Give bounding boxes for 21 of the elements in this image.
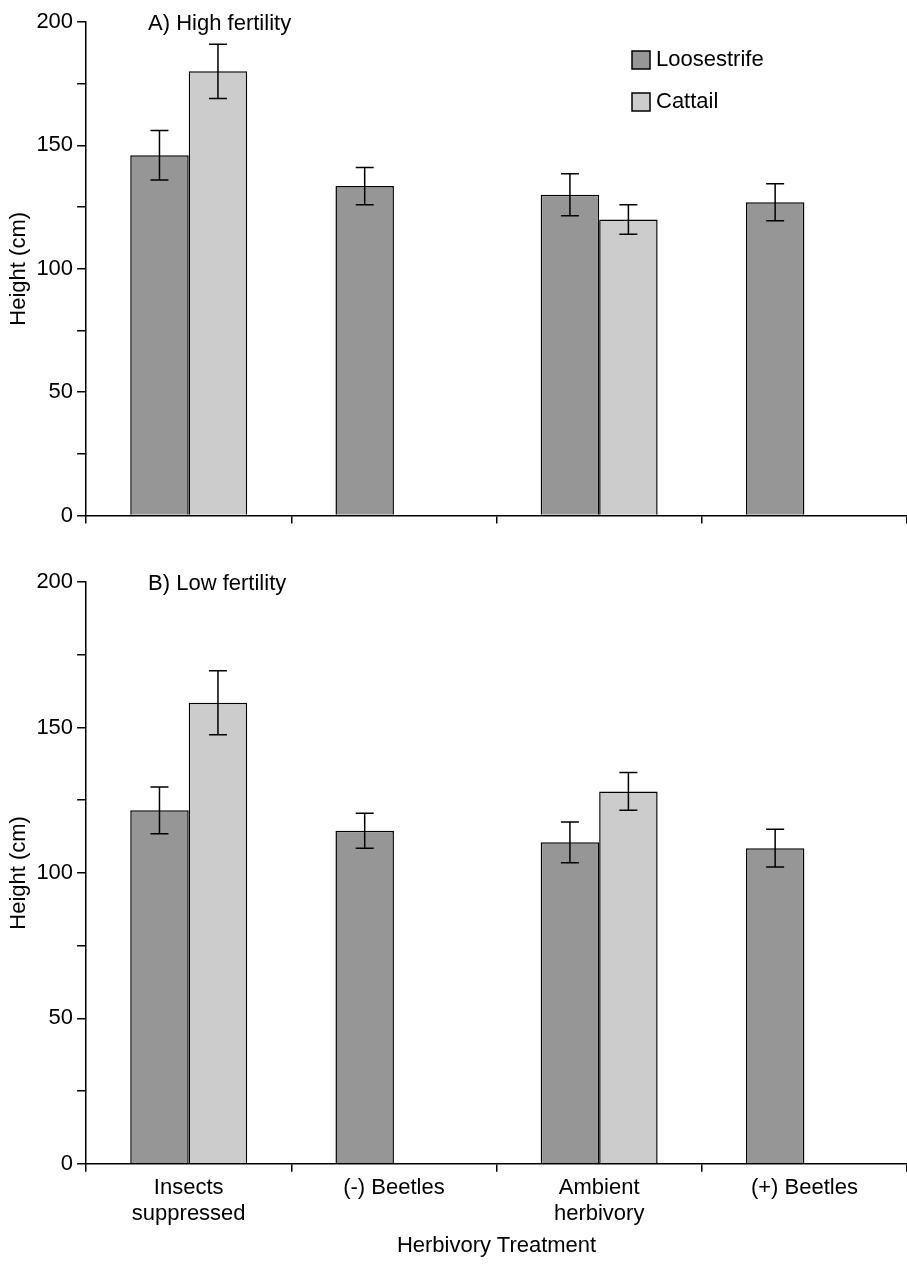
x-tick-label: Ambient herbivory xyxy=(553,1174,645,1226)
y-tick-label: 100 xyxy=(36,858,74,884)
legend-label: Cattail xyxy=(656,88,719,114)
x-tick-label: (-) Beetles xyxy=(343,1174,445,1200)
chart-title: A) High fertility xyxy=(148,10,292,36)
y-axis-title: Height (cm) xyxy=(5,816,31,930)
y-tick-label: 50 xyxy=(48,1004,74,1030)
chart-title: B) Low fertility xyxy=(148,570,287,596)
y-tick-label: 0 xyxy=(60,1149,74,1175)
y-tick-label: 150 xyxy=(36,713,74,739)
legend-label: Loosestrife xyxy=(656,46,764,72)
y-tick-label: 150 xyxy=(36,131,74,157)
y-tick-label: 0 xyxy=(60,501,74,527)
x-tick-label: (+) Beetles xyxy=(750,1174,858,1200)
y-tick-label: 200 xyxy=(36,568,74,594)
x-tick-label: Insects suppressed xyxy=(131,1174,246,1226)
y-axis-title: Height (cm) xyxy=(5,211,31,326)
y-tick-label: 100 xyxy=(36,254,74,280)
y-tick-label: 50 xyxy=(48,378,74,404)
x-axis-title: Herbivory Treatment xyxy=(396,1231,597,1257)
y-tick-label: 200 xyxy=(36,8,74,34)
